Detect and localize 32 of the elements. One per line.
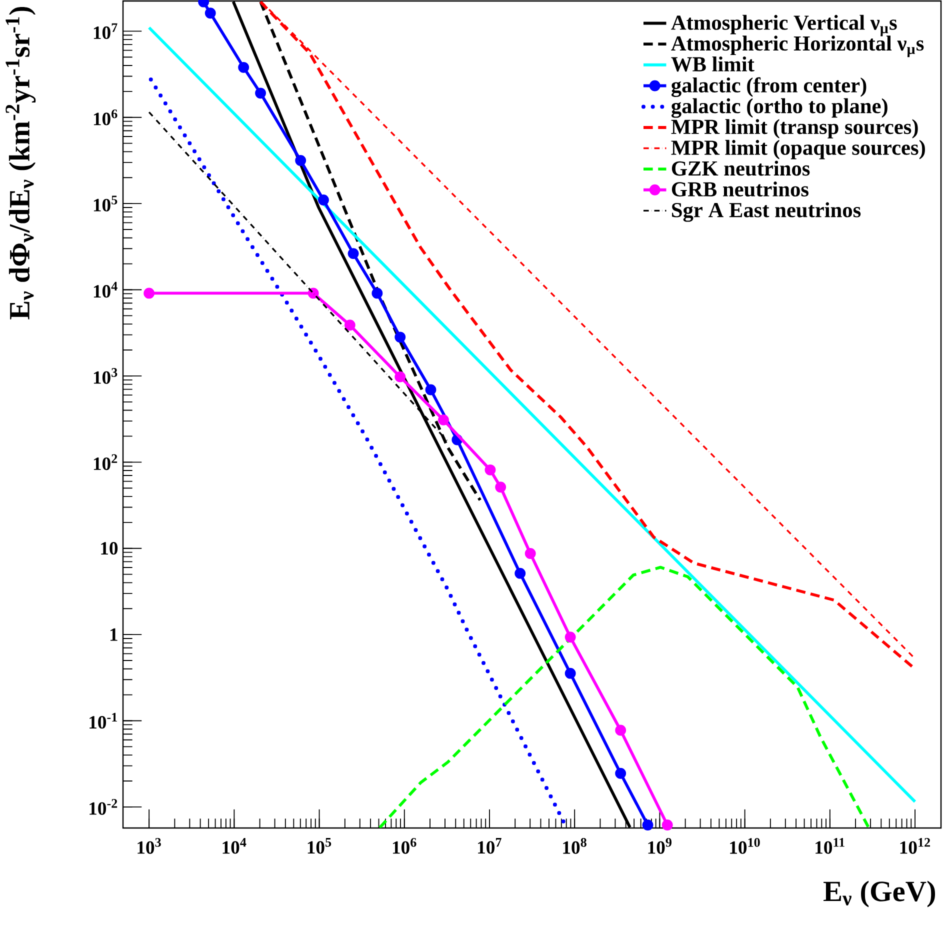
- y-tick-label: 10$^{4}$: [94, 282, 118, 298]
- y-tick-label: 10$^{5}$: [94, 196, 118, 212]
- y-tick-label: 10$^{7}$: [94, 23, 118, 40]
- legend-label: WB limit: [671, 56, 754, 72]
- x-tick-label: 10$^{4}$: [222, 838, 246, 854]
- legend-label: Atmospheric Vertical ν$_{μ}$s: [671, 14, 897, 36]
- x-tick-label: 10$^{6}$: [392, 838, 416, 854]
- legend-label: galactic (ortho to plane): [671, 98, 888, 118]
- y-tick-label: 1: [110, 628, 118, 641]
- y-tick-label: 10$^{-1}$: [90, 712, 117, 729]
- x-tick-label: 10$^{8}$: [563, 838, 586, 854]
- y-tick-label: 10: [101, 542, 118, 555]
- legend-label: MPR limit (opaque sources): [671, 140, 925, 160]
- legend-label: galactic (from center): [671, 77, 866, 97]
- legend-label: GZK neutrinos: [672, 160, 810, 176]
- legend-label: GRB neutrinos: [672, 181, 808, 197]
- y-tick-label: 10$^{-2}$: [90, 799, 118, 815]
- x-tick-label: 10$^{11}$: [816, 838, 844, 854]
- text: E$_{ν}$ dΦ$_{ν}$/dE$_{ν}$ (km$^{-2}$yr$^{-1}$sr$^{-1}$): [6, 6, 36, 320]
- x-tick-label: 10$^{3}$: [138, 838, 161, 854]
- x-tick-label: 10$^{10}$: [730, 838, 760, 854]
- y-tick-label: 10$^{3}$: [94, 368, 118, 384]
- legend-label: Sgr A East neutrinos: [672, 202, 861, 222]
- y-tick-label: 10$^{6}$: [94, 109, 118, 126]
- x-axis-title: E$_{ν}$ (GeV): [824, 880, 936, 908]
- y-tick-label: 10$^{2}$: [94, 454, 118, 470]
- legend-label: Atmospheric Horizontal ν$_{μ}$s: [671, 36, 924, 58]
- legend-label: MPR limit (transp sources): [671, 119, 918, 138]
- x-tick-label: 10$^{7}$: [478, 838, 502, 854]
- x-tick-label: 10$^{5}$: [308, 838, 332, 854]
- x-tick-label: 10$^{9}$: [648, 838, 672, 854]
- x-tick-label: 10$^{12}$: [900, 838, 930, 854]
